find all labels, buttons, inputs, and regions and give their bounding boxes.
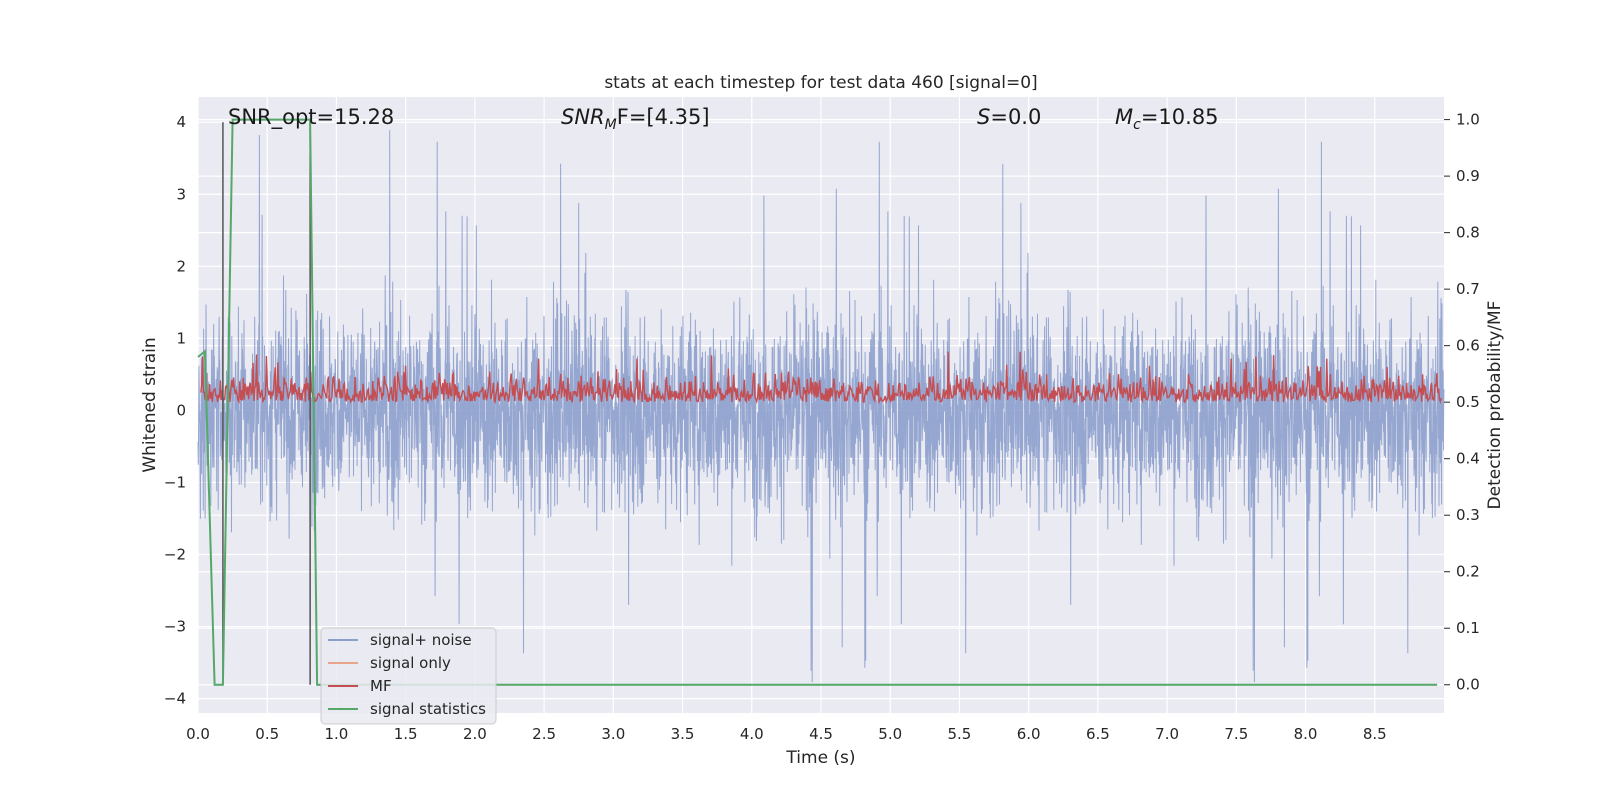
legend-label-signal-statistics: signal statistics [370, 700, 486, 718]
y-right-tick-2: 0.8 [1456, 224, 1480, 242]
y-right-tick-9: 0.1 [1456, 619, 1480, 637]
x-tick-17: 8.5 [1363, 725, 1387, 743]
vertical-markers [222, 122, 311, 685]
snr-mf-suffix: F=[4.35] [617, 105, 710, 129]
y-right-tick-6: 0.4 [1456, 450, 1480, 468]
y-right-tick-10: 0.0 [1456, 676, 1480, 694]
y-right-tick-7: 0.3 [1456, 506, 1480, 524]
y-tick-2: 2 [176, 257, 186, 275]
x-tick-10: 5.0 [878, 725, 902, 743]
x-tick-5: 2.5 [532, 725, 556, 743]
y-tick-0: 4 [176, 113, 186, 131]
legend-box [320, 627, 497, 725]
x-tick-12: 6.0 [1017, 725, 1041, 743]
annotation-snr-opt: SNR_opt=15.28 [228, 105, 394, 130]
legend: signal+ noise signal only MF signal stat… [320, 627, 497, 725]
y-tick-7: −3 [164, 618, 186, 636]
y-tick-5: −1 [164, 473, 186, 491]
x-tick-13: 6.5 [1086, 725, 1110, 743]
signal-statistics-line [197, 118, 1438, 686]
chart-title: stats at each timestep for test data 460… [604, 73, 1037, 93]
legend-label-mf: MF [370, 677, 392, 695]
x-tick-14: 7.0 [1155, 725, 1179, 743]
legend-label-signal-only: signal only [370, 654, 451, 672]
y-tick-6: −2 [164, 545, 186, 563]
y-tick-8: −4 [164, 690, 186, 708]
series-signal-statistics [197, 118, 1438, 686]
y-right-tick-8: 0.2 [1456, 563, 1480, 581]
mf-line [200, 351, 1442, 405]
s-suffix: =0.0 [990, 105, 1041, 129]
x-axis-label: Time (s) [785, 748, 855, 768]
y-right-axis-label: Detection probability/MF [1485, 301, 1505, 510]
x-tick-6: 3.0 [601, 725, 625, 743]
x-tick-16: 8.0 [1294, 725, 1318, 743]
x-tick-9: 4.5 [809, 725, 833, 743]
x-tick-8: 4.0 [740, 725, 764, 743]
y-right-tick-4: 0.6 [1456, 337, 1480, 355]
annotation-mc: Mc=10.85 [1115, 105, 1219, 133]
snr-mf-prefix: SNR [561, 105, 605, 129]
mc-prefix: M [1115, 105, 1133, 129]
x-tick-11: 5.5 [948, 725, 972, 743]
y-right-tick-0: 1.0 [1456, 111, 1480, 129]
x-tick-3: 1.5 [394, 725, 418, 743]
y-right-tick-1: 0.9 [1456, 167, 1480, 185]
x-tick-4: 2.0 [463, 725, 487, 743]
mc-suffix: =10.85 [1141, 105, 1219, 129]
x-tick-2: 1.0 [325, 725, 349, 743]
series-mf [200, 351, 1442, 405]
signal-noise-line [197, 130, 1445, 683]
y-right-tick-labels: 1.0 0.9 0.8 0.7 0.6 0.5 0.4 0.3 0.2 0.1 0.0 [1444, 111, 1480, 694]
annotation-s: S=0.0 [977, 105, 1041, 129]
legend-label-signal-noise: signal+ noise [370, 631, 472, 649]
y-right-tick-3: 0.7 [1456, 280, 1480, 298]
y-right-tick-5: 0.5 [1456, 393, 1480, 411]
x-tick-7: 3.5 [671, 725, 695, 743]
s-prefix: S [977, 105, 990, 129]
y-tick-4: 0 [176, 401, 186, 419]
snr-mf-sub: M [605, 117, 617, 133]
x-tick-1: 0.5 [255, 725, 279, 743]
y-tick-labels: 4 3 2 1 0 −1 −2 −3 −4 [164, 113, 186, 707]
x-tick-0: 0.0 [186, 725, 210, 743]
mc-sub: c [1133, 117, 1141, 133]
series-signal-noise [197, 130, 1445, 683]
y-tick-1: 3 [176, 185, 186, 203]
x-tick-15: 7.5 [1224, 725, 1248, 743]
y-axis-label: Whitened strain [140, 337, 160, 472]
y-tick-3: 1 [176, 329, 186, 347]
annotation-snr-mf: SNRMF=[4.35] [561, 105, 710, 133]
x-tick-labels: 0.0 0.5 1.0 1.5 2.0 2.5 3.0 3.5 4.0 4.5 5.0 5.5 6.0 6… [186, 725, 1387, 743]
